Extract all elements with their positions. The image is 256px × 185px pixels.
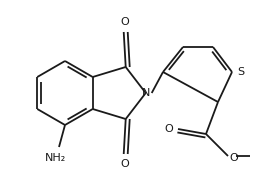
Text: O: O — [229, 153, 238, 163]
Text: O: O — [164, 124, 173, 134]
Text: O: O — [120, 159, 129, 169]
Text: O: O — [120, 17, 129, 27]
Text: NH₂: NH₂ — [44, 153, 66, 163]
Text: S: S — [237, 67, 244, 77]
Text: N: N — [142, 88, 150, 98]
